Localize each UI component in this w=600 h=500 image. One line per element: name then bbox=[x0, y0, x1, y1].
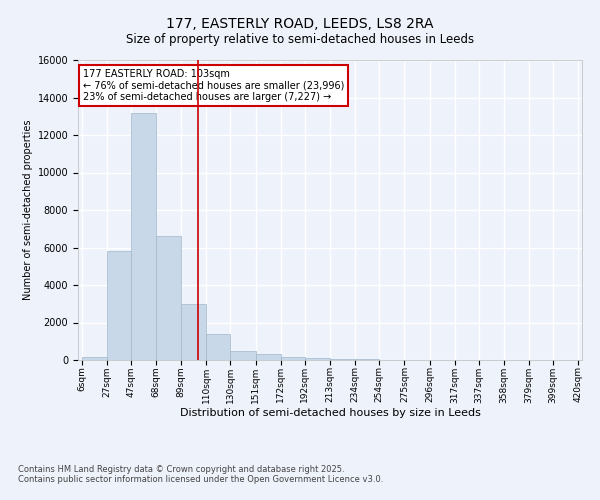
Bar bbox=[181, 304, 206, 360]
Bar bbox=[107, 251, 131, 360]
Bar bbox=[206, 334, 230, 360]
Y-axis label: Number of semi-detached properties: Number of semi-detached properties bbox=[23, 120, 34, 300]
Bar bbox=[230, 351, 256, 360]
Bar bbox=[281, 357, 305, 360]
Text: Size of property relative to semi-detached houses in Leeds: Size of property relative to semi-detach… bbox=[126, 32, 474, 46]
Text: 177, EASTERLY ROAD, LEEDS, LS8 2RA: 177, EASTERLY ROAD, LEEDS, LS8 2RA bbox=[166, 18, 434, 32]
Bar bbox=[156, 236, 181, 360]
Bar bbox=[82, 357, 107, 360]
Text: Contains public sector information licensed under the Open Government Licence v3: Contains public sector information licen… bbox=[18, 476, 383, 484]
Text: 177 EASTERLY ROAD: 103sqm
← 76% of semi-detached houses are smaller (23,996)
23%: 177 EASTERLY ROAD: 103sqm ← 76% of semi-… bbox=[83, 69, 344, 102]
Bar bbox=[330, 359, 355, 360]
Bar bbox=[305, 358, 330, 360]
X-axis label: Distribution of semi-detached houses by size in Leeds: Distribution of semi-detached houses by … bbox=[179, 408, 481, 418]
Text: Contains HM Land Registry data © Crown copyright and database right 2025.: Contains HM Land Registry data © Crown c… bbox=[18, 466, 344, 474]
Bar bbox=[256, 354, 281, 360]
Bar bbox=[131, 112, 156, 360]
